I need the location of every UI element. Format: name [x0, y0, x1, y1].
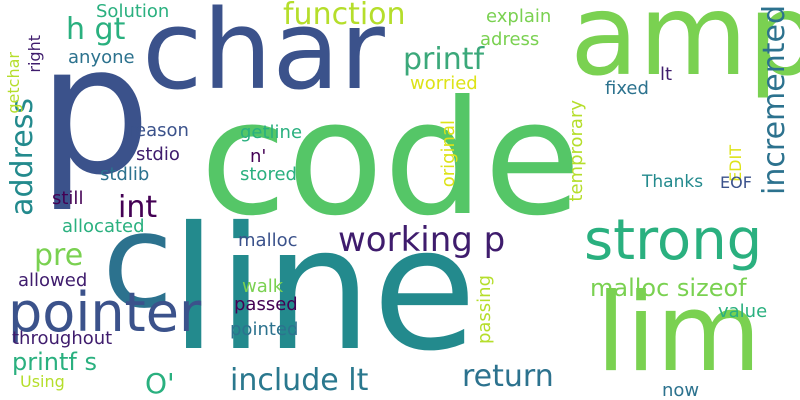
word-passed: passed — [234, 294, 298, 315]
word-printf-s: printf s — [12, 348, 97, 376]
word-h-gt: h gt — [66, 12, 126, 47]
word-worried: worried — [410, 73, 478, 94]
word-still: still — [52, 188, 84, 209]
word-allocated: allocated — [62, 216, 145, 237]
word-pointed: pointed — [230, 319, 299, 340]
word-return: return — [462, 359, 554, 394]
word-getchar: getchar — [4, 52, 23, 114]
word-throughout: throughout — [12, 328, 113, 349]
word-printf: printf — [403, 42, 485, 77]
word-include-lt: include lt — [230, 363, 369, 398]
word-fixed: fixed — [605, 78, 649, 99]
word-c: c — [102, 185, 174, 337]
word-thanks: Thanks — [642, 172, 704, 192]
word-original: original — [438, 120, 459, 188]
word-reason: reason — [128, 120, 189, 141]
word-n-quote: n' — [250, 146, 267, 167]
word-strong: strong — [584, 208, 763, 273]
word-lt: lt — [660, 64, 673, 85]
word-allowed: allowed — [18, 270, 88, 291]
word-pointer: pointer — [8, 281, 202, 344]
word-code: code — [200, 67, 582, 251]
word-temprorary: temprorary — [566, 100, 587, 202]
word-char: char — [142, 0, 385, 114]
word-solution: Solution — [96, 1, 170, 22]
word-address: address — [5, 98, 40, 216]
word-eof: EOF — [720, 173, 752, 192]
word-stdlib: stdlib — [100, 164, 150, 185]
word-getline: getline — [240, 122, 303, 143]
word-o-quote: O' — [145, 367, 175, 400]
word-value: value — [718, 301, 768, 322]
word-malloc: malloc — [238, 230, 298, 251]
word-adress: adress — [480, 29, 540, 50]
word-walk: walk — [242, 276, 284, 297]
word-lim: lim — [596, 271, 762, 396]
word-stored: stored — [240, 164, 297, 185]
word-using: Using — [20, 372, 65, 391]
word-working-p: working p — [338, 220, 506, 260]
word-line: line — [170, 191, 477, 389]
word-stdio: stdio — [136, 144, 180, 165]
word-anyone: anyone — [68, 47, 135, 68]
word-pre: pre — [34, 238, 84, 273]
word-incremented: incremented — [757, 5, 792, 195]
word-malloc-sizeof: malloc sizeof — [590, 274, 747, 302]
word-p: p — [38, 7, 151, 214]
word-function: function — [283, 0, 406, 32]
word-explain: explain — [486, 6, 552, 27]
word-right: right — [25, 35, 44, 73]
word-int: int — [118, 190, 158, 225]
word-now: now — [662, 380, 700, 400]
word-passing: passing — [474, 275, 495, 345]
word-amp: amp — [570, 0, 800, 101]
